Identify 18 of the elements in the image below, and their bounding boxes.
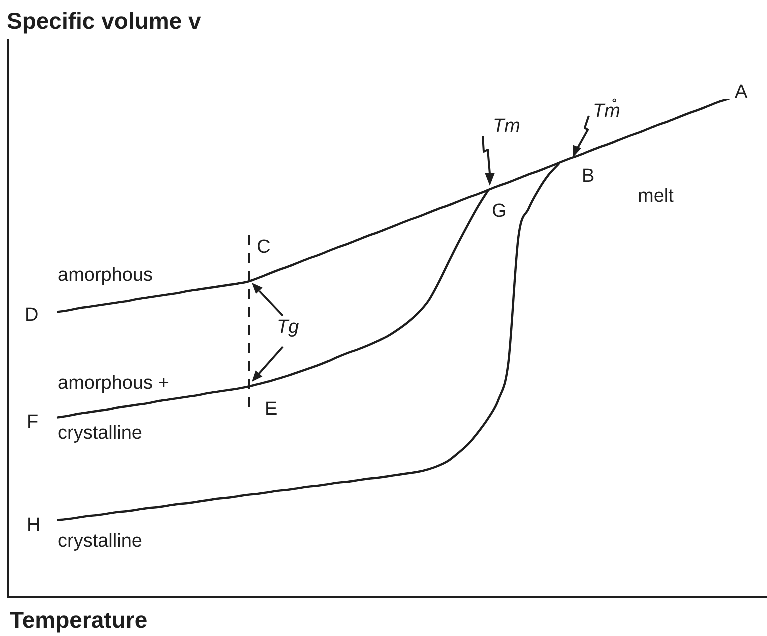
annotation: F	[27, 412, 39, 433]
annotation: D	[25, 305, 39, 326]
annotation: Tg	[277, 317, 300, 338]
y-axis-title: Specific volume v	[7, 8, 202, 34]
annotation: Tm̊	[593, 98, 620, 122]
annotation: crystalline	[58, 423, 142, 444]
annotation: G	[492, 201, 507, 222]
annotation: amorphous +	[58, 373, 170, 394]
annotation: crystalline	[58, 531, 142, 552]
annotation: C	[257, 237, 271, 258]
annotation: A	[735, 82, 748, 103]
annotation: Tm	[493, 116, 520, 137]
annotation: melt	[638, 186, 675, 207]
annotation: amorphous	[58, 265, 154, 286]
annotation: H	[27, 515, 41, 536]
x-axis-title: Temperature	[10, 607, 148, 633]
annotation: B	[582, 166, 595, 187]
annotation: E	[265, 399, 278, 420]
